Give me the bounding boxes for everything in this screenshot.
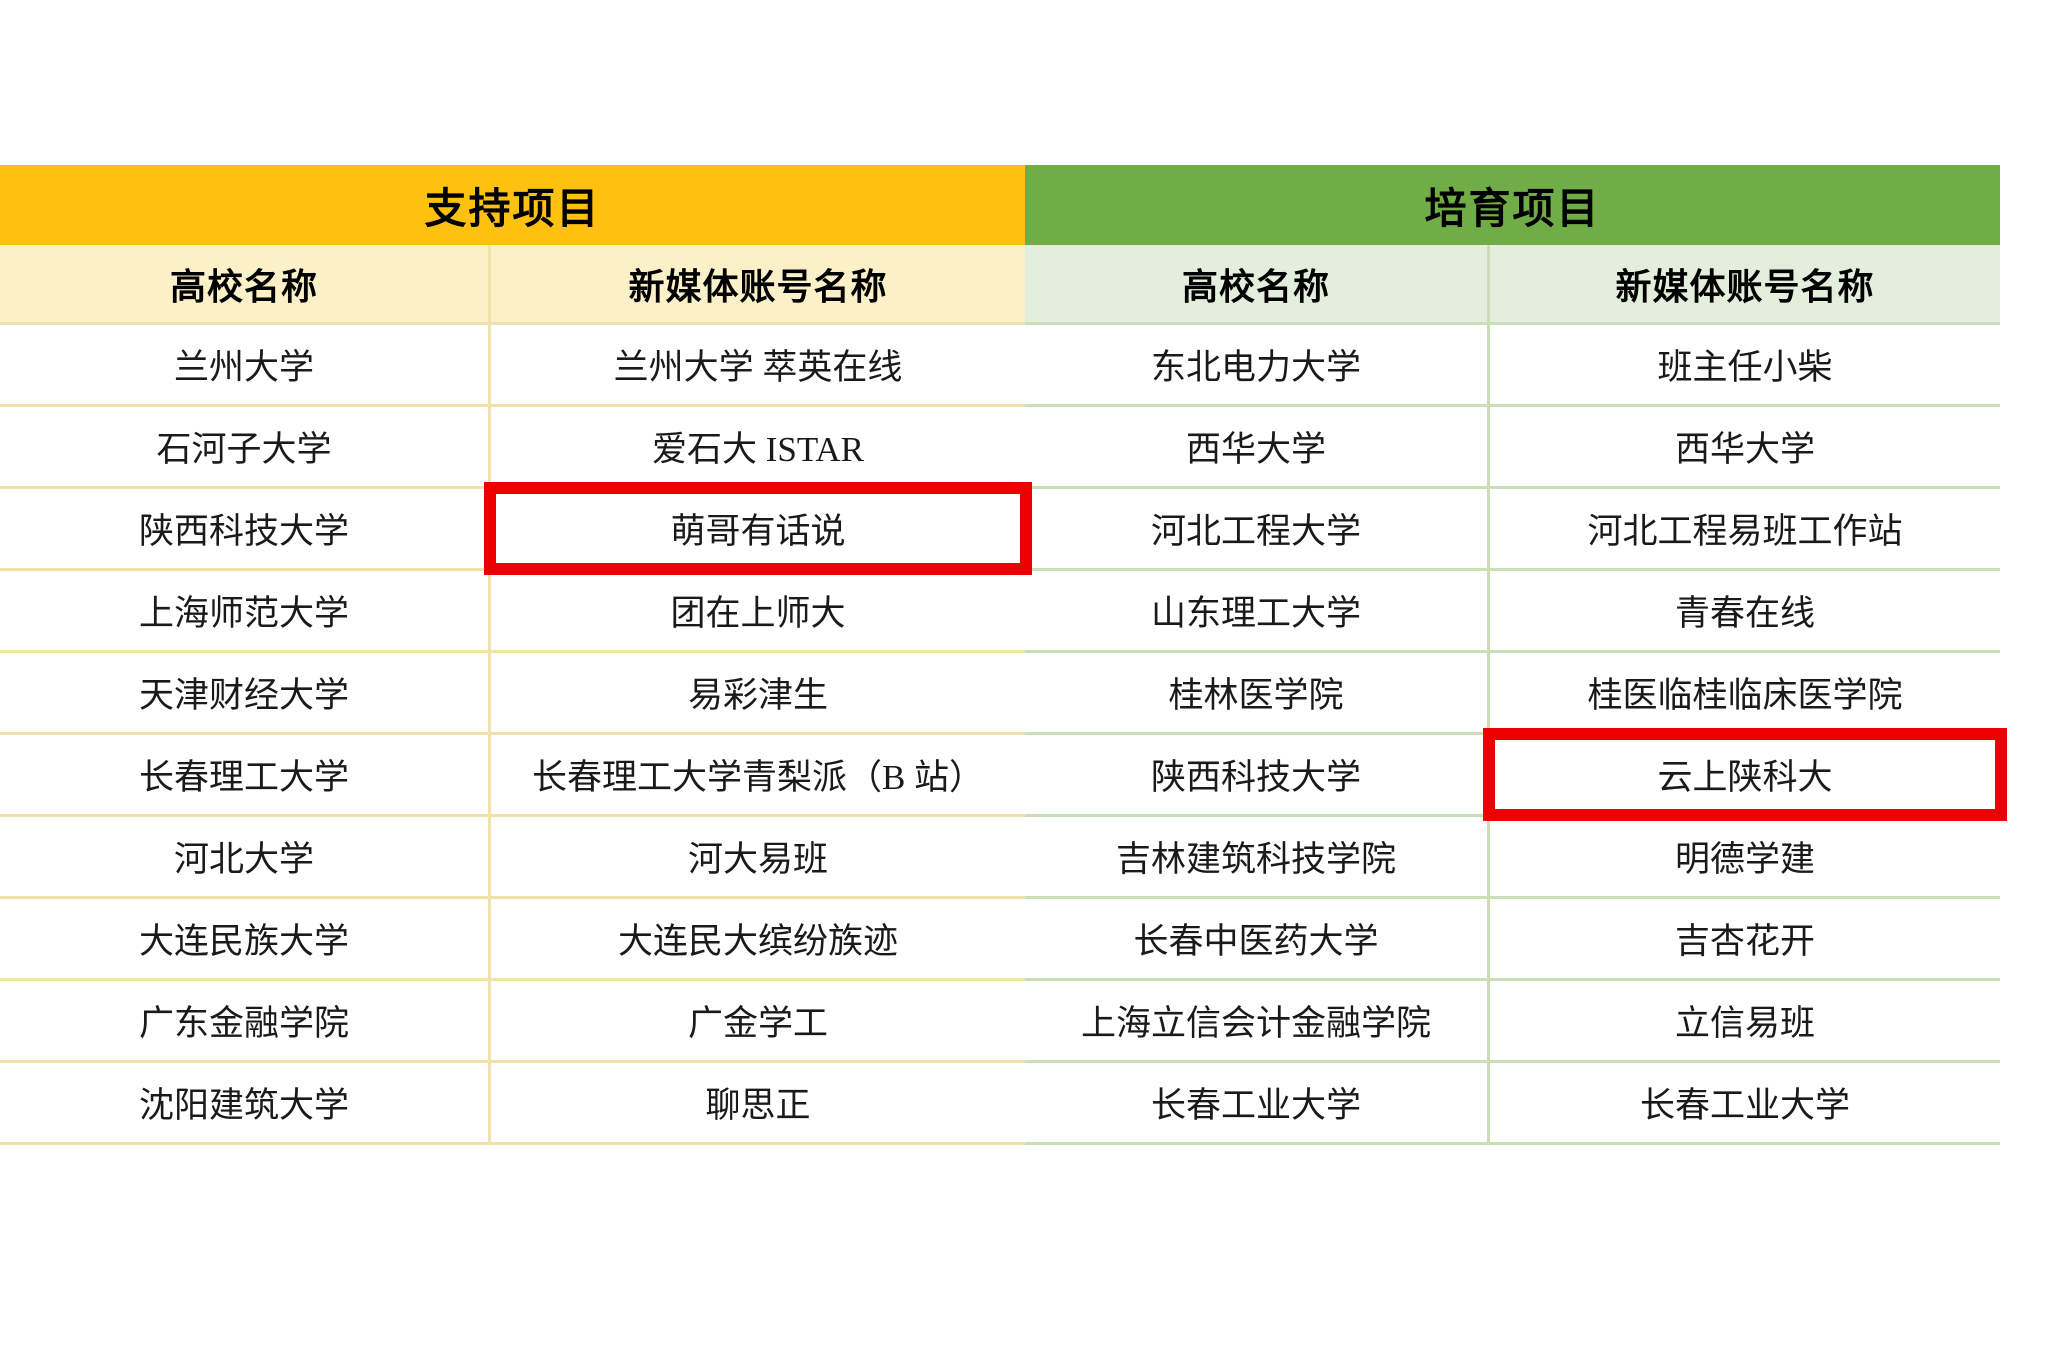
table-cell: 桂林医学院: [1025, 653, 1490, 735]
table-cell: 山东理工大学: [1025, 571, 1490, 653]
table-cell: 青春在线: [1490, 571, 2000, 653]
column-header-account-support: 新媒体账号名称: [491, 245, 1025, 325]
table-cell: 易彩津生: [491, 653, 1025, 735]
table-cell: 班主任小柴: [1490, 325, 2000, 407]
table-cell: 立信易班: [1490, 981, 2000, 1063]
table-cell: 陕西科技大学: [0, 489, 491, 571]
table-cell: 长春工业大学: [1025, 1063, 1490, 1145]
highlighted-table-cell: 云上陕科大: [1483, 728, 2007, 821]
highlighted-table-cell: 萌哥有话说: [484, 482, 1032, 575]
table-cell: 广金学工: [491, 981, 1025, 1063]
table-cell: 石河子大学: [0, 407, 491, 489]
table-cell: 桂医临桂临床医学院: [1490, 653, 2000, 735]
table-cell: 西华大学: [1490, 407, 2000, 489]
table-cell: 广东金融学院: [0, 981, 491, 1063]
column-header-account-cultivate: 新媒体账号名称: [1490, 245, 2000, 325]
table-cell: 河北大学: [0, 817, 491, 899]
table-cell: 长春理工大学: [0, 735, 491, 817]
table-cell: 大连民大缤纷族迹: [491, 899, 1025, 981]
table-cell: 西华大学: [1025, 407, 1490, 489]
table-cell: 长春中医药大学: [1025, 899, 1490, 981]
table-cell: 明德学建: [1490, 817, 2000, 899]
column-header-university-cultivate: 高校名称: [1025, 245, 1490, 325]
table-cell: 兰州大学 萃英在线: [491, 325, 1025, 407]
table-cell: 天津财经大学: [0, 653, 491, 735]
table-cell: 上海师范大学: [0, 571, 491, 653]
table-grid: 支持项目 培育项目 高校名称 新媒体账号名称 高校名称 新媒体账号名称 兰州大学…: [0, 165, 2007, 1145]
table-cell: 上海立信会计金融学院: [1025, 981, 1490, 1063]
table-cell: 河大易班: [491, 817, 1025, 899]
table-cell: 团在上师大: [491, 571, 1025, 653]
table-cell: 长春理工大学青梨派（B 站）: [491, 735, 1025, 817]
table-cell: 吉林建筑科技学院: [1025, 817, 1490, 899]
table-cell: 吉杏花开: [1490, 899, 2000, 981]
media-accounts-table: 支持项目 培育项目 高校名称 新媒体账号名称 高校名称 新媒体账号名称 兰州大学…: [0, 165, 2007, 1145]
table-cell: 河北工程易班工作站: [1490, 489, 2000, 571]
section-header-support: 支持项目: [0, 165, 1025, 245]
table-cell: 沈阳建筑大学: [0, 1063, 491, 1145]
table-cell: 聊思正: [491, 1063, 1025, 1145]
column-header-university-support: 高校名称: [0, 245, 491, 325]
table-cell: 东北电力大学: [1025, 325, 1490, 407]
table-cell: 长春工业大学: [1490, 1063, 2000, 1145]
section-header-cultivate: 培育项目: [1025, 165, 2000, 245]
table-cell: 陕西科技大学: [1025, 735, 1490, 817]
table-cell: 爱石大 ISTAR: [491, 407, 1025, 489]
table-cell: 兰州大学: [0, 325, 491, 407]
table-cell: 大连民族大学: [0, 899, 491, 981]
table-cell: 河北工程大学: [1025, 489, 1490, 571]
